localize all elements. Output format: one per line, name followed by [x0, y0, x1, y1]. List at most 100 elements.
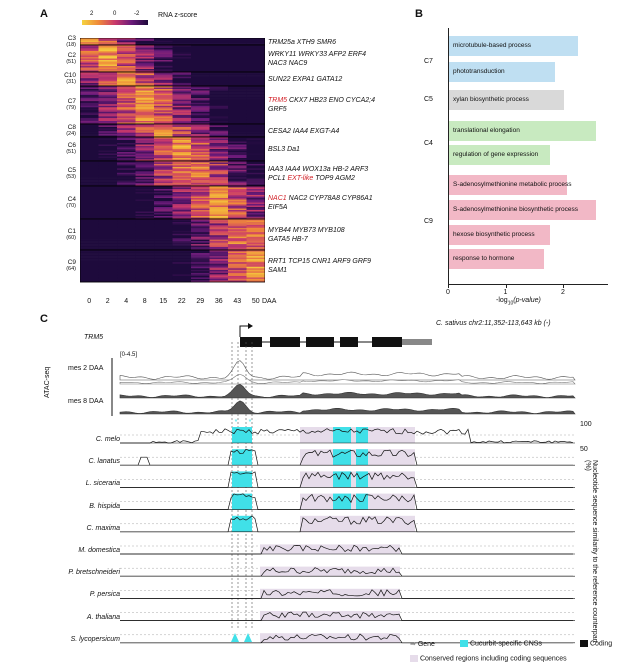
heatmap-cell	[172, 73, 192, 76]
highlighted-gene: EXT-like	[287, 174, 314, 182]
heatmap-cell	[154, 265, 173, 268]
heatmap-cell	[154, 208, 173, 211]
legend-coding: Coding	[580, 640, 612, 647]
heatmap-cell	[98, 150, 118, 153]
heatmap-cell	[246, 79, 265, 82]
heatmap-cell	[209, 69, 229, 71]
heatmap-cell	[98, 277, 118, 280]
heatmap-cell	[117, 177, 136, 179]
heatmap-cell	[172, 116, 192, 119]
heatmap-cell	[191, 198, 210, 200]
heatmap-cell	[135, 46, 155, 49]
heatmap-cell	[117, 72, 136, 74]
heatmap-cell	[80, 72, 99, 74]
heatmap-cell	[191, 174, 210, 177]
heatmap-cell	[209, 81, 229, 84]
heatmap-cell	[135, 155, 155, 157]
heatmap-cell	[80, 132, 99, 135]
legend-cns-text: Cucurbit-specific CNSs	[469, 640, 542, 648]
heatmap-cell	[246, 146, 265, 148]
heatmap-cell	[117, 266, 136, 269]
heatmap-cell	[80, 107, 99, 110]
heatmap-cell	[135, 48, 155, 50]
heatmap-cell	[98, 76, 118, 79]
heatmap-cell	[228, 242, 247, 245]
heatmap-cell	[246, 195, 265, 197]
heatmap-cell	[209, 78, 229, 81]
heatmap-cell	[98, 108, 118, 111]
heatmap-cell	[117, 69, 136, 71]
heatmap-cell	[135, 147, 155, 150]
heatmap-cell	[98, 235, 118, 238]
heatmap-cell	[154, 104, 173, 107]
heatmap-cell	[228, 211, 247, 214]
heatmap-cell	[154, 75, 173, 77]
heatmap-cell	[191, 175, 210, 178]
heatmap-cell	[135, 196, 155, 199]
heatmap-cell	[117, 187, 136, 190]
heatmap-cell	[135, 158, 155, 160]
heatmap-cell	[209, 70, 229, 73]
heatmap-cell	[191, 163, 210, 166]
heatmap-cell	[135, 226, 155, 229]
heatmap-cell	[228, 143, 247, 145]
heatmap-cell	[80, 66, 99, 68]
heatmap-cell	[209, 107, 229, 110]
heatmap-cell	[191, 149, 210, 151]
heatmap-cell	[135, 239, 155, 242]
heatmap-cell	[172, 232, 192, 235]
heatmap-cell	[117, 38, 136, 40]
heatmap-cell	[172, 150, 192, 153]
heatmap-cell	[209, 259, 229, 261]
heatmap-cell	[209, 158, 229, 160]
heatmap-cell	[172, 132, 192, 135]
x-tick: 29	[196, 298, 205, 305]
heatmap-cell	[117, 42, 136, 44]
heatmap-cell	[191, 150, 210, 153]
heatmap-cell	[98, 159, 118, 162]
heatmap-cell	[209, 245, 229, 248]
heatmap-cell	[154, 171, 173, 174]
heatmap-cell	[191, 211, 210, 214]
heatmap-cell	[80, 241, 99, 243]
heatmap-cell	[154, 131, 173, 133]
heatmap-cell	[246, 262, 265, 265]
heatmap-cell	[135, 174, 155, 177]
heatmap-cell	[172, 138, 192, 141]
heatmap-cell	[135, 159, 155, 162]
go-bar: S-adenosylmethionine metabolic process	[449, 175, 572, 195]
heatmap-cell	[154, 172, 173, 175]
heatmap-cell	[154, 174, 173, 177]
heatmap-cell	[172, 190, 192, 193]
heatmap-cell	[154, 257, 173, 260]
heatmap-cell	[172, 57, 192, 59]
heatmap-cell	[154, 221, 173, 224]
heatmap-cell	[172, 55, 192, 58]
heatmap-cell	[246, 272, 265, 275]
heatmap-cell	[172, 105, 192, 108]
heatmap-cell	[246, 248, 265, 251]
heatmap-cell	[98, 269, 118, 272]
heatmap-cell	[209, 248, 229, 251]
heatmap-cell	[135, 120, 155, 123]
heatmap-cell	[80, 280, 99, 283]
heatmap-cell	[246, 207, 265, 209]
heatmap-cell	[117, 57, 136, 59]
heatmap-cell	[191, 57, 210, 59]
heatmap-cell	[172, 177, 192, 179]
heatmap-cell	[98, 96, 118, 99]
heatmap-cell	[98, 95, 118, 97]
heatmap-cell	[246, 183, 265, 185]
heatmap-cell	[98, 274, 118, 277]
heatmap-cell	[80, 198, 99, 200]
heatmap-cell	[228, 93, 247, 96]
heatmap-cell	[98, 153, 118, 156]
heatmap-cell	[191, 107, 210, 110]
heatmap-cell	[80, 221, 99, 224]
heatmap-cell	[135, 221, 155, 224]
coding-exon	[372, 337, 402, 347]
heatmap-cell	[191, 110, 210, 113]
heatmap-cell	[154, 229, 173, 232]
heatmap-cell	[135, 205, 155, 208]
heatmap-cell	[246, 69, 265, 71]
